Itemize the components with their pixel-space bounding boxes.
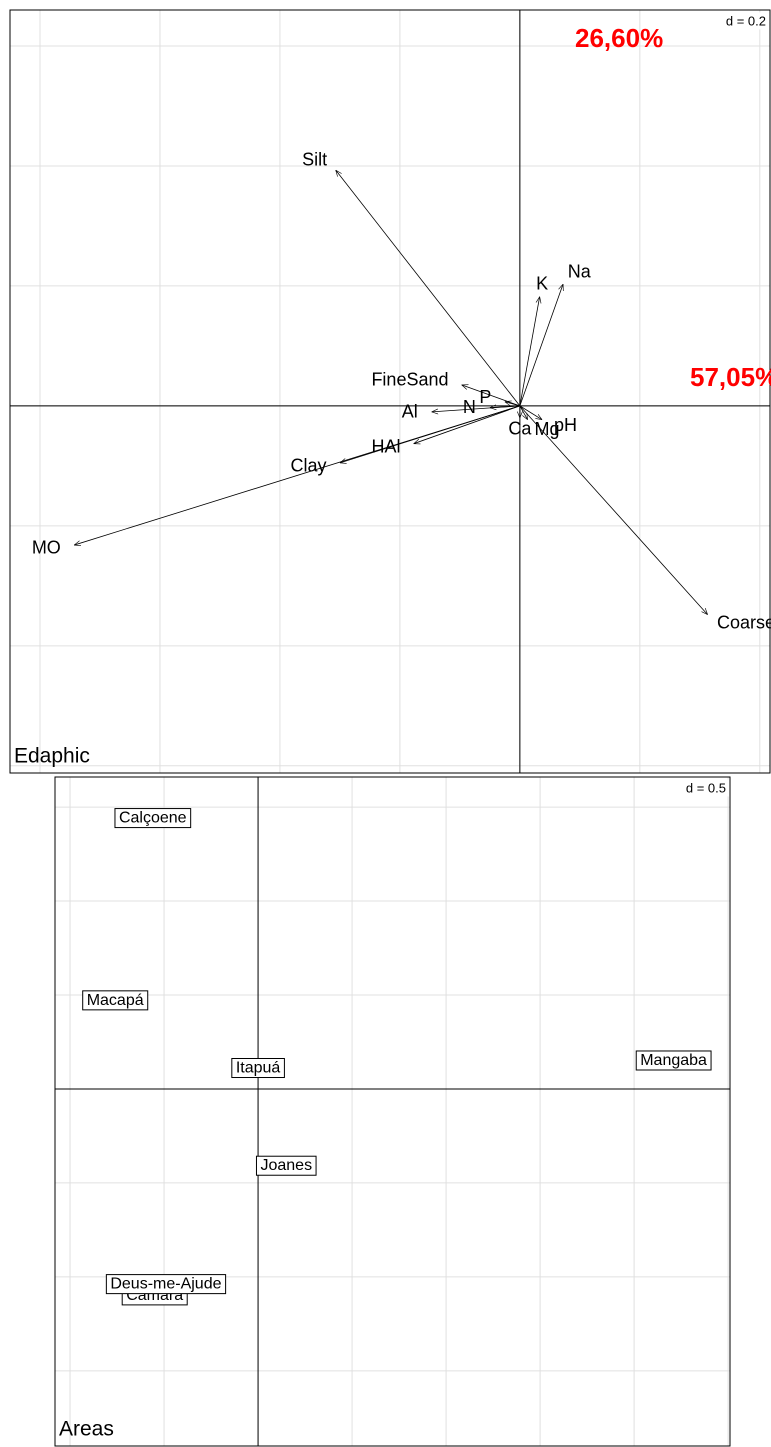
point-label: Calçoene: [119, 810, 187, 827]
point-box: [255, 1155, 317, 1176]
arrow-label: Clay: [291, 455, 327, 475]
panel-title: Edaphic: [14, 745, 90, 768]
arrow: [519, 405, 542, 420]
arrow-label: Na: [568, 262, 592, 282]
arrow-label: Mg: [535, 419, 560, 439]
arrow-label: pH: [554, 415, 577, 435]
arrow-label: Ca: [508, 419, 532, 439]
arrow: [519, 405, 708, 615]
arrow-label: Silt: [302, 149, 327, 169]
arrow: [74, 405, 520, 545]
panel-border: [54, 776, 731, 1447]
point-label: Joanes: [260, 1157, 312, 1174]
scale-label: d = 0.5: [686, 780, 726, 795]
panel-title: Areas: [59, 1418, 114, 1441]
scale-label: d = 0.2: [726, 13, 766, 28]
panel-border: [9, 9, 771, 774]
arrow-label: N: [463, 397, 476, 417]
point-label: Itapuá: [236, 1059, 281, 1076]
arrow-label: FineSand: [371, 370, 448, 390]
arrow-label: K: [536, 274, 548, 294]
arrow-label: MO: [32, 537, 61, 557]
point-box: [635, 1050, 712, 1071]
point-box: [114, 808, 192, 829]
arrow: [414, 405, 520, 444]
panel: [55, 777, 730, 1446]
scale-box: [722, 12, 769, 30]
point-label: Mangaba: [640, 1052, 707, 1069]
point-box: [231, 1057, 285, 1079]
arrow: [336, 170, 521, 407]
point-label: Deus-me-Ajude: [110, 1276, 221, 1293]
point-label: Macapá: [87, 992, 144, 1009]
point-box: [82, 990, 149, 1011]
arrow: [505, 402, 520, 407]
arrow-label: CoarseSand: [717, 612, 771, 632]
panel: [10, 10, 770, 773]
point-box: [105, 1274, 227, 1295]
arrow-label: HAl: [371, 436, 400, 456]
arrow: [519, 405, 528, 420]
annotation: 26,60%: [575, 23, 663, 53]
arrow-label: Al: [402, 401, 418, 421]
annotation: 57,05%: [690, 362, 771, 392]
arrow: [519, 297, 540, 406]
arrow: [519, 284, 563, 407]
scale-box: [682, 779, 729, 797]
arrow: [490, 406, 520, 408]
arrow-label: P: [479, 387, 491, 407]
